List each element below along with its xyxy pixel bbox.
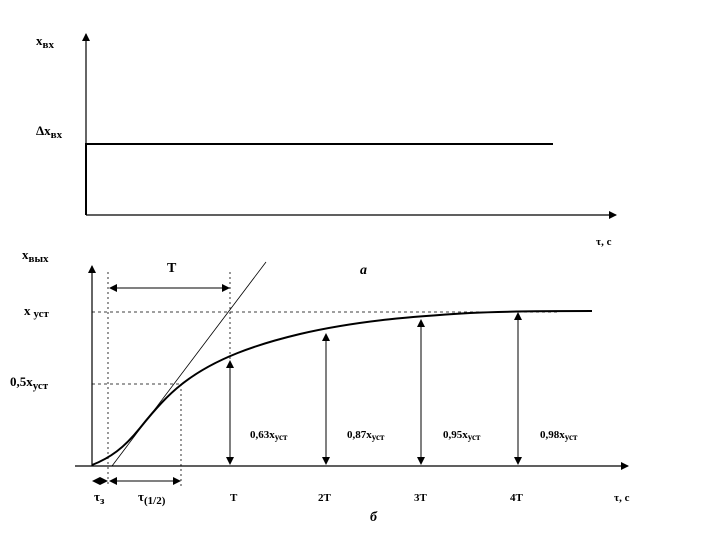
steady-state-label: x уст: [24, 303, 50, 320]
caption-b: б: [370, 510, 378, 525]
level-label-087: 0,87xуст: [347, 429, 385, 442]
tau-half-label: τ(1/2): [138, 489, 166, 507]
half-level-label: 0,5xуст: [10, 374, 49, 392]
top-x-label: τ, с: [596, 236, 612, 248]
bottom-y-label: xвых: [22, 247, 49, 265]
tick-label-T: T: [230, 492, 238, 504]
tick-label-4T: 4T: [510, 492, 524, 504]
input-step-line: [85, 143, 553, 215]
tick-label-3T: 3T: [414, 492, 428, 504]
output-response-plot: xвых x уст 0,5xуст T 0,63xуст 0,87xуст 0,…: [10, 247, 630, 525]
level-label-063: 0,63xуст: [250, 429, 288, 442]
tick-label-2T: 2T: [318, 492, 332, 504]
step-amplitude-label: Δxвх: [36, 123, 63, 141]
level-label-095: 0,95xуст: [443, 429, 481, 442]
transient-response-curve: [91, 310, 593, 466]
T-span-label: T: [167, 261, 177, 276]
caption-a: а: [360, 263, 367, 278]
top-y-label: xвх: [36, 33, 54, 51]
level-label-098: 0,98xуст: [540, 429, 578, 442]
tangent-line: [111, 261, 267, 467]
input-step-plot: xвх Δxвх τ, с а: [36, 33, 617, 278]
bottom-x-label: τ, с: [614, 492, 630, 504]
tau-z-label: τз: [94, 489, 105, 507]
